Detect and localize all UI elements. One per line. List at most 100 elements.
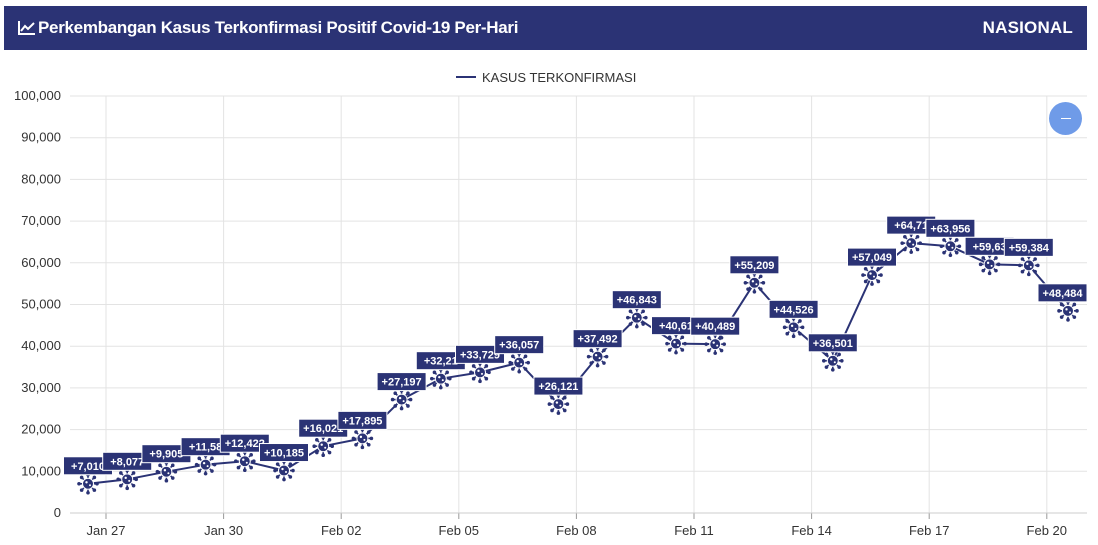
data-label-box <box>1003 237 1054 257</box>
data-label-text: +40,489 <box>695 321 735 333</box>
legend-label[interactable]: KASUS TERKONFIRMASI <box>482 70 636 85</box>
virus-body <box>434 372 447 385</box>
virus-spike-tip <box>315 438 319 442</box>
virus-dot <box>477 369 480 373</box>
virus-spike-tip <box>722 342 726 346</box>
legend[interactable]: KASUS TERKONFIRMASI <box>456 70 636 85</box>
data-point-virus-icon[interactable] <box>351 427 374 450</box>
virus-spike-tip <box>79 488 84 492</box>
virus-spike-tip <box>523 354 528 359</box>
data-point-virus-icon[interactable] <box>430 367 452 390</box>
data-label: +44,526 <box>768 299 819 319</box>
virus-spike-tip <box>758 274 763 279</box>
virus-spike-tip <box>197 469 202 473</box>
virus-spike-tip <box>158 476 162 480</box>
virus-dot <box>751 280 755 283</box>
data-point-virus-icon[interactable] <box>939 235 962 258</box>
virus-dot <box>598 357 601 360</box>
virus-spike-tip <box>158 463 162 468</box>
virus-dot <box>559 404 562 407</box>
y-tick-label: 90,000 <box>21 130 61 145</box>
zoom-out-button[interactable] <box>1049 102 1082 135</box>
data-point-virus-icon[interactable] <box>1018 254 1040 277</box>
data-label: +64,71 <box>886 215 937 235</box>
data-point-virus-icon[interactable] <box>704 333 726 355</box>
chart-title: Perkembangan Kasus Terkonfirmasi Positif… <box>38 18 519 37</box>
virus-body <box>474 366 486 379</box>
virus-spike-tip <box>354 430 358 434</box>
virus-spike-tip <box>203 471 208 476</box>
virus-body <box>983 258 996 271</box>
data-label: +55,209 <box>729 255 780 275</box>
virus-spike-tip <box>406 404 410 408</box>
virus-spike-tip <box>957 244 962 249</box>
data-point-virus-icon[interactable] <box>1057 300 1079 322</box>
virus-spike-tip <box>948 253 953 258</box>
virus-dot <box>869 272 872 275</box>
data-point-virus-icon[interactable] <box>312 435 334 457</box>
data-label: +46,843 <box>611 290 662 310</box>
data-point-virus-icon[interactable] <box>116 468 138 491</box>
virus-spike-tip <box>550 395 554 400</box>
virus-spike-tip <box>641 309 645 314</box>
data-point-virus-icon[interactable] <box>978 253 1001 276</box>
data-point-virus-icon[interactable] <box>273 459 295 482</box>
y-tick-label: 20,000 <box>21 422 61 437</box>
data-point-virus-icon[interactable] <box>194 453 217 476</box>
virus-spike-tip <box>432 383 437 387</box>
data-point-virus-icon[interactable] <box>782 316 805 339</box>
data-label-box <box>494 335 545 355</box>
data-labels: +7,010 +8,077 +9,905 +11,58 +12,422+10,185 +1… <box>63 215 1088 476</box>
data-point-virus-icon[interactable] <box>822 349 844 372</box>
virus-dot <box>990 264 993 267</box>
data-label-text: +9,905 <box>149 449 183 461</box>
virus-spike-tip <box>683 341 687 346</box>
header-left: Perkembangan Kasus Terkonfirmasi Positif… <box>18 18 518 38</box>
data-point-virus-icon[interactable] <box>390 388 413 411</box>
virus-spike-tip <box>550 408 554 413</box>
data-point-virus-icon[interactable] <box>743 271 766 294</box>
virus-spike-tip <box>469 370 473 375</box>
virus-spike-tip <box>517 369 521 374</box>
virus-spike-tip <box>1036 263 1040 268</box>
virus-spike-tip <box>752 289 757 294</box>
virus-spike-tip <box>707 335 711 340</box>
virus-body <box>317 440 330 453</box>
data-point-virus-icon[interactable] <box>508 351 530 374</box>
x-tick-label: Feb 17 <box>909 523 949 538</box>
virus-spike-tip <box>131 471 136 475</box>
x-tick-label: Jan 27 <box>86 523 125 538</box>
data-point-virus-icon[interactable] <box>665 332 687 355</box>
data-point-virus-icon[interactable] <box>586 345 609 368</box>
data-label-box <box>455 344 505 364</box>
chart-header: Perkembangan Kasus Terkonfirmasi Positif… <box>4 6 1087 50</box>
data-label-box <box>768 299 819 319</box>
data-label-box <box>690 316 741 336</box>
virus-spike-tip <box>831 367 835 372</box>
virus-dot <box>324 446 327 449</box>
virus-body <box>630 311 643 324</box>
virus-dot <box>359 435 363 439</box>
virus-spike-tip <box>119 471 123 475</box>
virus-dot <box>555 401 559 404</box>
data-point-virus-icon[interactable] <box>234 450 256 473</box>
data-point-virus-icon[interactable] <box>547 393 570 415</box>
y-tick-label: 0 <box>54 505 61 520</box>
virus-spike-tip <box>785 319 790 323</box>
data-point-virus-icon[interactable] <box>77 472 99 495</box>
virus-spike-tip <box>840 358 844 363</box>
virus-spike-tip <box>556 411 561 415</box>
data-point-virus-icon[interactable] <box>861 264 883 286</box>
virus-spike-tip <box>743 280 748 285</box>
data-point-virus-icon[interactable] <box>469 361 491 384</box>
x-tick-label: Feb 20 <box>1027 523 1067 538</box>
virus-spike-tip <box>915 234 920 239</box>
data-point-virus-icon[interactable] <box>155 460 178 483</box>
virus-spike-tip <box>870 282 874 286</box>
data-point-virus-icon[interactable] <box>626 306 648 329</box>
virus-spike-tip <box>360 445 365 450</box>
data-point-virus-icon[interactable] <box>900 232 922 254</box>
virus-spike-tip <box>526 360 530 365</box>
virus-spike-tip <box>155 469 160 474</box>
